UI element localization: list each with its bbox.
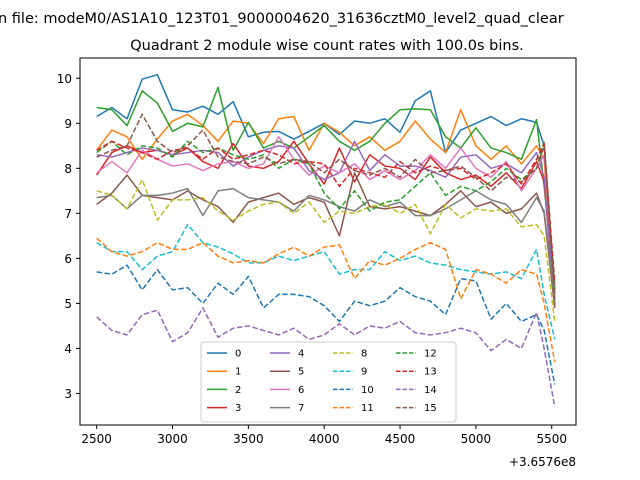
series-line-11 — [96, 237, 556, 363]
x-tick-label: 2500 — [81, 432, 112, 446]
series-line-4 — [96, 140, 556, 304]
x-axis: 2500 3000 3500 4000 4500 5000 5500 — [81, 425, 567, 446]
y-tick-label: 8 — [64, 162, 72, 176]
legend-label-7: 7 — [298, 403, 304, 414]
series-line-7 — [96, 187, 556, 302]
series-line-13 — [96, 140, 556, 284]
series-line-8 — [96, 178, 556, 322]
legend-label-14: 14 — [424, 385, 437, 396]
series-line-10 — [96, 264, 556, 385]
legend-label-10: 10 — [361, 385, 374, 396]
x-tick-label: 5500 — [536, 432, 567, 446]
legend-label-9: 9 — [361, 367, 367, 378]
x-tick-label: 4500 — [385, 432, 416, 446]
x-tick-label: 4000 — [309, 432, 340, 446]
y-tick-label: 5 — [64, 297, 72, 311]
y-tick-label: 4 — [64, 342, 72, 356]
x-tick-label: 3500 — [233, 432, 264, 446]
y-tick-label: 7 — [64, 207, 72, 221]
y-tick-label: 9 — [64, 117, 72, 131]
y-axis: 3 4 5 6 7 8 9 10 — [57, 72, 80, 401]
x-tick-label: 5000 — [461, 432, 492, 446]
legend-label-5: 5 — [298, 367, 304, 378]
x-tick-label: 3000 — [157, 432, 188, 446]
legend-label-15: 15 — [424, 403, 437, 414]
series-line-5 — [96, 172, 556, 309]
legend-label-2: 2 — [235, 385, 241, 396]
legend-label-3: 3 — [235, 403, 241, 414]
series-line-2 — [96, 86, 556, 290]
series-layer — [96, 73, 556, 408]
x-offset-label: +3.6576e8 — [509, 455, 576, 469]
legend-label-6: 6 — [298, 385, 304, 396]
legend-label-12: 12 — [424, 349, 437, 360]
series-line-15 — [96, 113, 556, 299]
legend-label-8: 8 — [361, 349, 367, 360]
y-tick-label: 6 — [64, 252, 72, 266]
legend-label-4: 4 — [298, 349, 304, 360]
legend-label-13: 13 — [424, 367, 437, 378]
legend-box — [200, 341, 457, 423]
y-tick-label: 3 — [64, 387, 72, 401]
series-line-0 — [96, 73, 556, 295]
series-line-1 — [96, 109, 556, 299]
figure-suptitle: n file: modeM0/AS1A10_123T01_9000004620_… — [0, 11, 564, 27]
series-line-12 — [96, 140, 556, 290]
series-line-6 — [96, 136, 556, 286]
chart-title: Quadrant 2 module wise count rates with … — [130, 38, 524, 54]
legend-label-11: 11 — [361, 403, 374, 414]
plot-frame — [79, 57, 577, 426]
series-line-9 — [96, 223, 556, 340]
legend-label-0: 0 — [235, 349, 241, 360]
legend-label-1: 1 — [235, 367, 241, 378]
series-line-14 — [96, 307, 556, 408]
y-tick-label: 10 — [57, 72, 72, 86]
